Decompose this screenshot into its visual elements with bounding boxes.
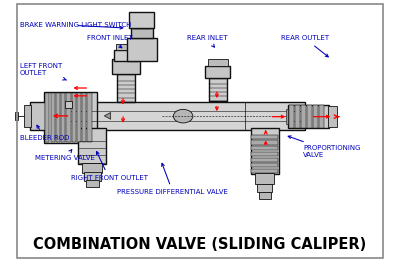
Bar	[252, 135, 278, 139]
Bar	[252, 157, 278, 162]
Bar	[133, 16, 150, 28]
Bar	[251, 128, 279, 174]
Bar	[65, 101, 72, 107]
Bar	[259, 192, 270, 199]
Bar	[61, 93, 65, 142]
Bar	[301, 106, 306, 128]
Bar	[252, 146, 278, 150]
Bar	[72, 93, 76, 142]
Bar	[319, 106, 324, 128]
Bar	[252, 163, 278, 167]
Text: RIGHT FRONT OUTLET: RIGHT FRONT OUTLET	[70, 151, 148, 181]
Text: COMBINATION VALVE (SLIDING CALIPER): COMBINATION VALVE (SLIDING CALIPER)	[33, 237, 367, 252]
Bar	[255, 173, 274, 184]
Bar	[44, 92, 97, 143]
Bar	[78, 128, 106, 163]
Bar	[252, 152, 278, 156]
Bar	[51, 93, 55, 142]
Text: FRONT INLET: FRONT INLET	[87, 35, 133, 48]
Bar	[252, 169, 278, 173]
Bar	[127, 39, 157, 61]
Bar	[209, 78, 227, 101]
Bar	[205, 66, 230, 78]
Bar	[286, 109, 288, 124]
Text: REAR INLET: REAR INLET	[187, 35, 228, 47]
Text: PROPORTIONING
VALVE: PROPORTIONING VALVE	[288, 136, 361, 158]
Text: BLEEDER ROD: BLEEDER ROD	[20, 125, 69, 140]
Bar	[30, 102, 45, 130]
Bar	[86, 180, 99, 187]
Text: METERING VALVE: METERING VALVE	[35, 150, 95, 161]
Bar	[328, 106, 337, 127]
Bar	[114, 50, 138, 61]
Bar	[84, 172, 100, 181]
Bar	[313, 106, 318, 128]
Bar	[288, 105, 330, 128]
Bar	[15, 112, 18, 120]
Bar	[45, 93, 50, 142]
Bar	[66, 93, 70, 142]
Bar	[257, 184, 272, 192]
Text: REAR OUTLET: REAR OUTLET	[281, 35, 329, 57]
Bar	[70, 102, 305, 130]
Text: PRESSURE DIFFERENTIAL VALVE: PRESSURE DIFFERENTIAL VALVE	[118, 163, 228, 195]
Bar	[24, 105, 31, 127]
Bar	[112, 59, 140, 74]
Bar	[307, 106, 312, 128]
Bar	[116, 44, 136, 50]
Text: LEFT FRONT
OUTLET: LEFT FRONT OUTLET	[20, 63, 66, 80]
Bar	[77, 93, 81, 142]
Bar	[130, 12, 154, 28]
Circle shape	[173, 109, 193, 123]
Bar	[117, 74, 136, 102]
Bar	[130, 28, 153, 39]
Bar	[56, 93, 60, 142]
Text: BRAKE WARNING LIGHT SWITCH: BRAKE WARNING LIGHT SWITCH	[20, 23, 131, 29]
Polygon shape	[104, 112, 111, 119]
Bar	[289, 106, 294, 128]
Bar	[82, 163, 102, 173]
Bar	[208, 59, 228, 66]
Bar	[87, 93, 92, 142]
Bar	[295, 106, 300, 128]
Bar	[82, 93, 86, 142]
Bar	[252, 140, 278, 145]
